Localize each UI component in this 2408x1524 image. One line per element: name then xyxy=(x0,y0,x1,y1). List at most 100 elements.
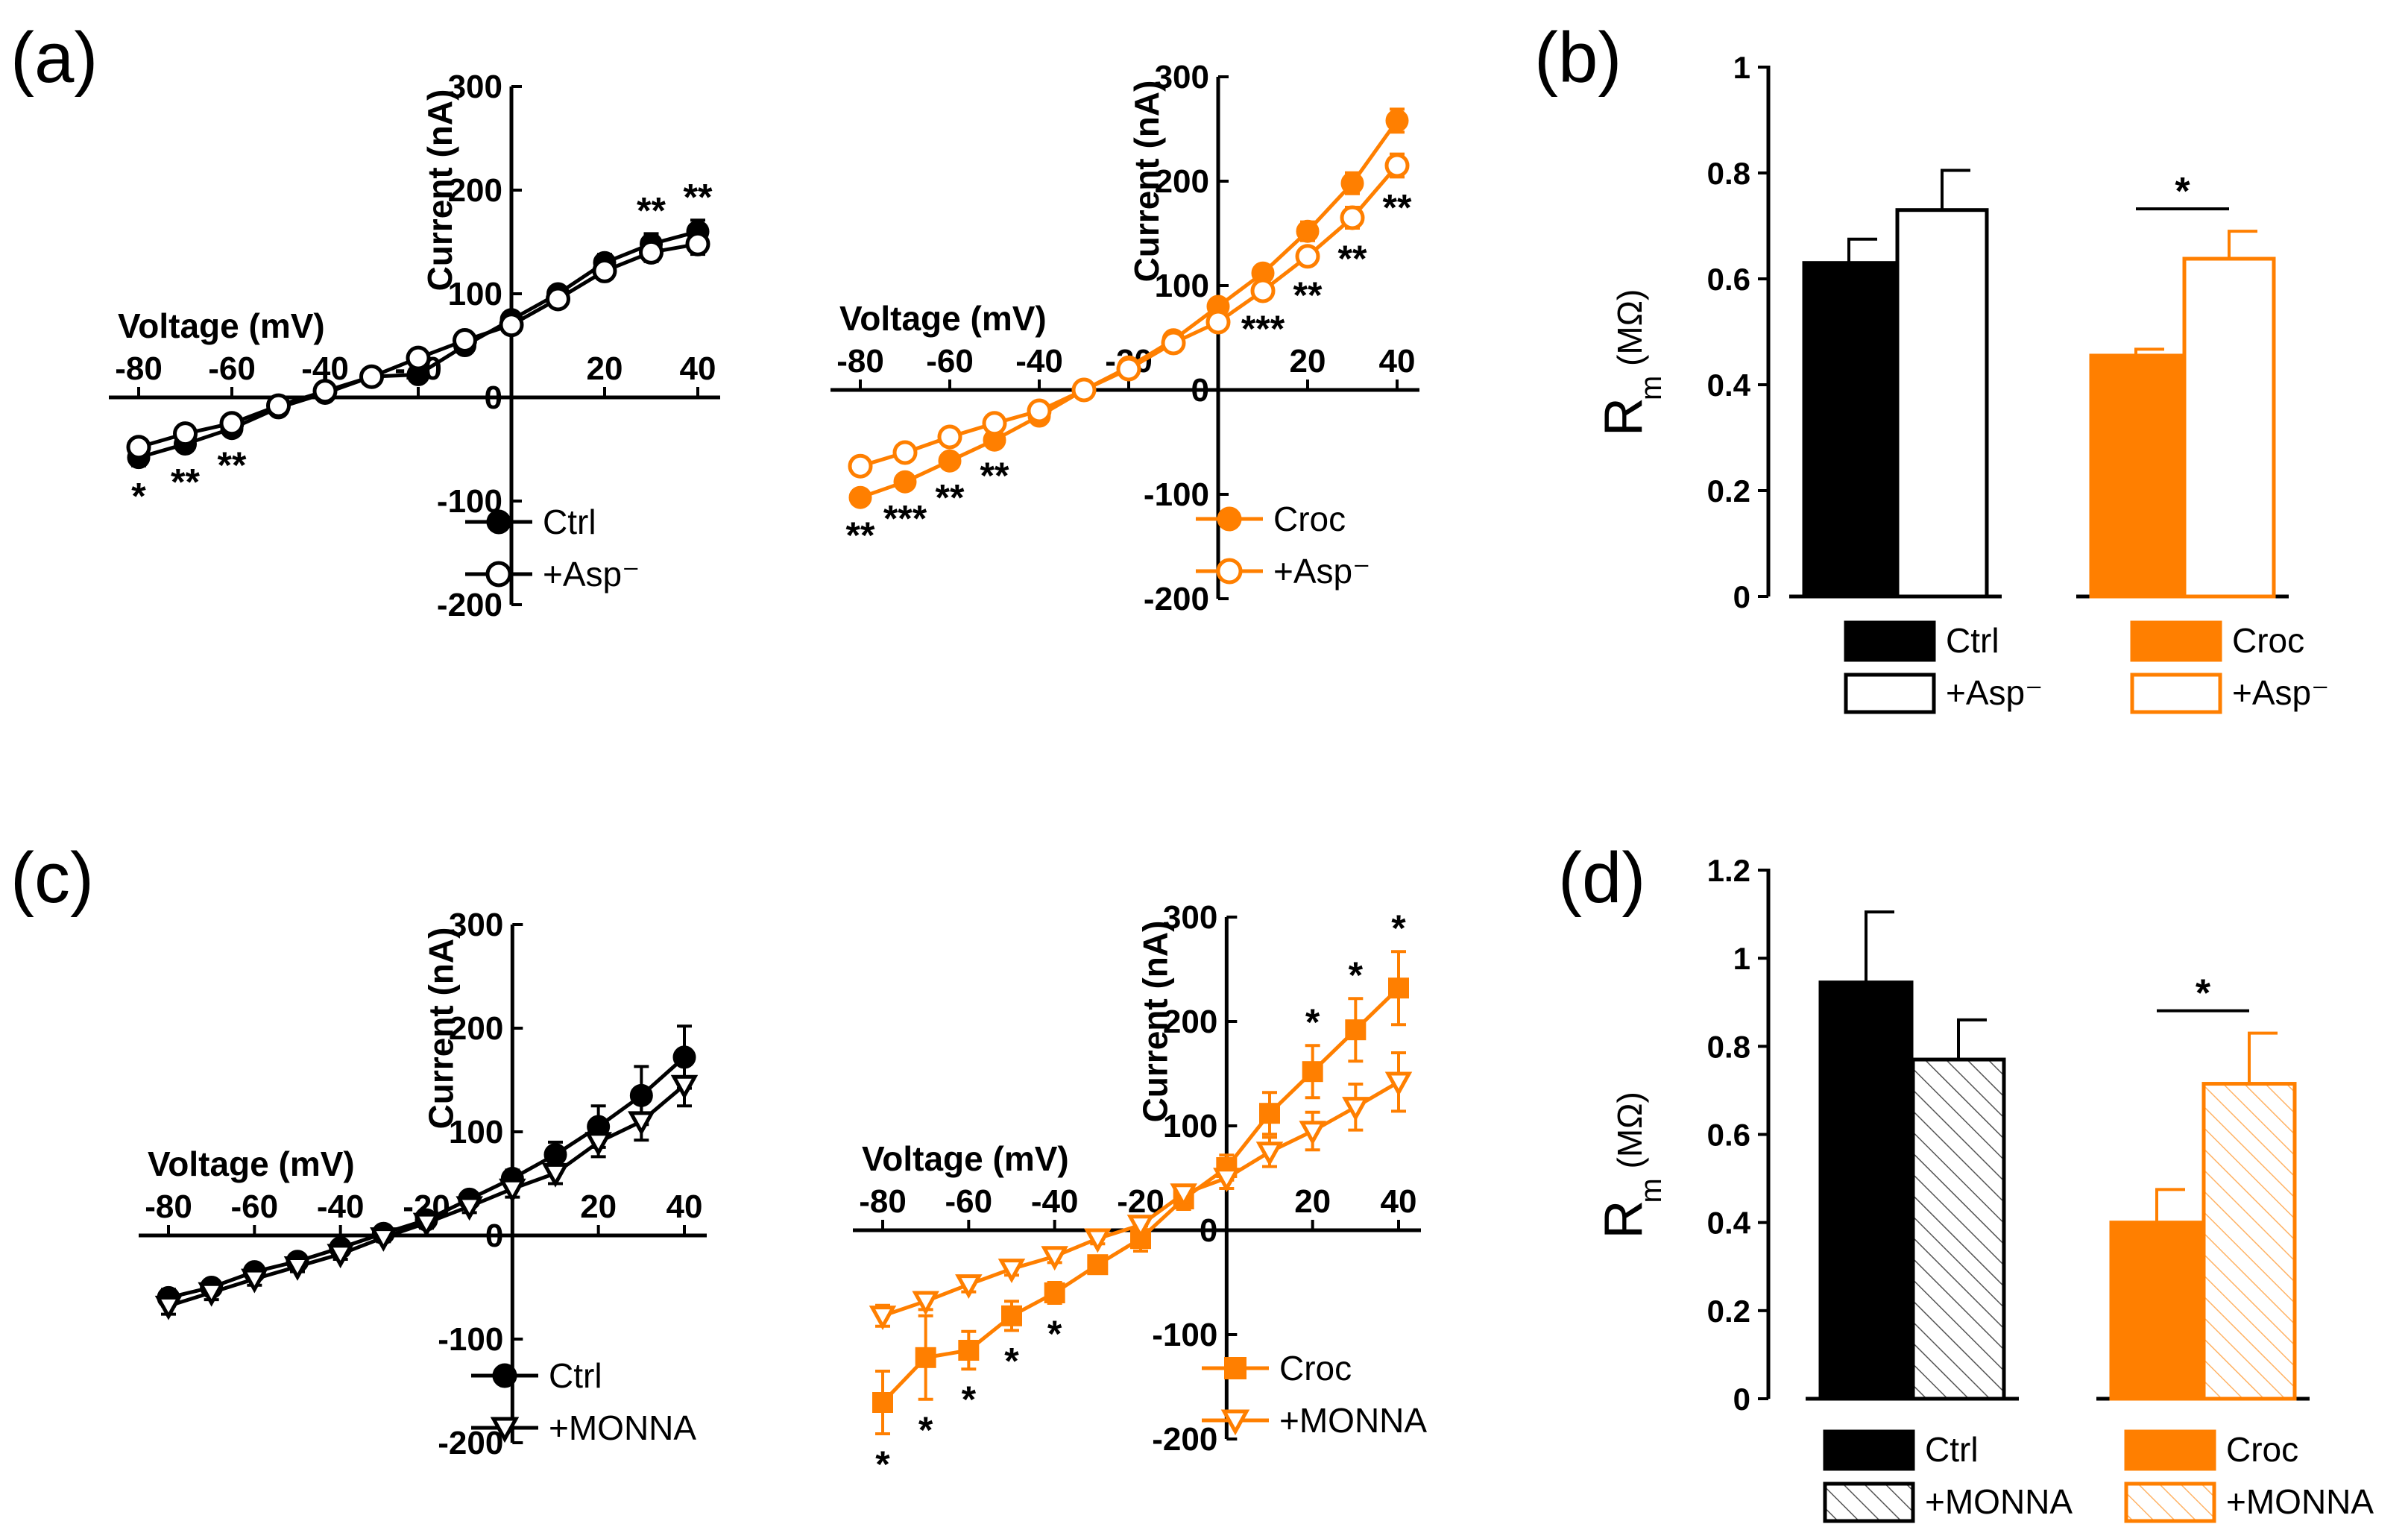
data-point xyxy=(1342,1097,1370,1121)
y-tick-label: 300 xyxy=(449,907,503,943)
data-point xyxy=(198,1282,225,1307)
y-tick-label: 100 xyxy=(1163,1108,1217,1144)
data-point xyxy=(1340,171,1364,195)
data-point xyxy=(1084,1228,1112,1253)
data-point xyxy=(1224,1357,1246,1379)
data-point xyxy=(486,509,511,535)
legend-item: Ctrl xyxy=(471,1356,602,1395)
data-point xyxy=(912,1291,939,1316)
series-monna xyxy=(154,1062,699,1320)
y-tick-label: 0.4 xyxy=(1707,368,1751,403)
y-tick-label: 0.2 xyxy=(1707,1294,1750,1329)
x-tick-label: 20 xyxy=(580,1188,617,1225)
data-point xyxy=(893,470,917,494)
legend-label: Ctrl xyxy=(1946,621,1999,660)
y-tick-label-zero: 0 xyxy=(1191,372,1209,409)
panel-label-b: (b) xyxy=(1534,18,1621,98)
y-tick-label: -200 xyxy=(438,1425,503,1461)
legend-swatch xyxy=(2124,1482,2216,1523)
data-point xyxy=(639,239,664,265)
legend-label: Croc xyxy=(1273,500,1346,538)
legend-item: Ctrl xyxy=(1823,1429,1979,1471)
x-axis-label: Voltage (mV) xyxy=(839,299,1047,338)
data-point xyxy=(1296,219,1320,243)
x-tick-label: 40 xyxy=(1381,1183,1417,1220)
significance-mark: * xyxy=(875,1443,890,1485)
y-tick-label: 100 xyxy=(449,1114,503,1150)
legend-label: Croc xyxy=(1279,1349,1352,1388)
data-point xyxy=(490,1417,520,1443)
legend-item: +Asp⁻ xyxy=(1844,673,2043,714)
x-tick-label: -40 xyxy=(317,1188,365,1225)
y-tick-label: -200 xyxy=(437,587,502,623)
y-tick-label-zero: 0 xyxy=(485,380,502,416)
legend-item: +MONNA xyxy=(1202,1401,1427,1440)
legend-label: +MONNA xyxy=(1925,1482,2073,1521)
data-point xyxy=(869,1306,897,1330)
legend-label: +Asp⁻ xyxy=(1273,552,1370,591)
panel-label-d: (d) xyxy=(1558,838,1645,918)
significance-mark: ** xyxy=(980,455,1009,497)
significance-mark: ** xyxy=(218,444,247,486)
bar xyxy=(1802,261,1896,599)
data-point xyxy=(241,1268,268,1294)
significance-mark: * xyxy=(2196,972,2211,1016)
significance-mark: * xyxy=(1004,1340,1019,1382)
y-tick-label: 200 xyxy=(1163,1004,1217,1040)
data-point xyxy=(1044,1282,1065,1303)
data-point xyxy=(670,1074,699,1100)
significance-mark: * xyxy=(1305,1001,1320,1043)
legend-label: +MONNA xyxy=(1279,1401,1427,1440)
x-tick-label: 40 xyxy=(680,350,716,387)
y-axis-label-unit: (MΩ) xyxy=(1610,1092,1649,1168)
data-point xyxy=(958,1340,980,1361)
x-tick-label: 40 xyxy=(1379,343,1416,380)
legend-item: Croc xyxy=(2124,1429,2298,1471)
data-point xyxy=(492,1363,517,1388)
x-tick-label: -60 xyxy=(926,343,974,380)
y-axis-label: Current (nA) xyxy=(1135,921,1174,1123)
y-tick-label: -100 xyxy=(1144,476,1209,513)
legend-swatch xyxy=(1844,673,1936,714)
y-axis-label-unit: (MΩ) xyxy=(1610,289,1649,366)
data-point xyxy=(1216,558,1243,585)
data-point xyxy=(1027,398,1052,423)
data-point xyxy=(1161,330,1186,356)
chart-iv-ctrl-asp: -80-60-40-202040-200-1000100200300Voltag… xyxy=(109,69,720,623)
data-point xyxy=(283,1256,312,1281)
bar xyxy=(2089,353,2183,599)
bar xyxy=(2182,256,2276,599)
y-tick-label: 300 xyxy=(1163,899,1217,936)
data-point xyxy=(327,1244,354,1269)
legend-label: Croc xyxy=(2226,1430,2298,1469)
x-tick-label: 20 xyxy=(1294,1183,1331,1220)
chart-iv-croc-monna: -80 -60 -40 -20 20 40-200-1000100200300Voltag… xyxy=(853,899,1427,1485)
x-tick-label: 20 xyxy=(1290,343,1326,380)
y-tick-label: 200 xyxy=(1155,163,1209,200)
data-point xyxy=(1295,244,1320,269)
y-axis-label: Current (nA) xyxy=(421,928,460,1130)
data-point xyxy=(312,379,338,404)
data-point xyxy=(412,1212,441,1238)
x-tick-label: -80 xyxy=(859,1183,907,1220)
data-point xyxy=(1388,977,1409,999)
x-tick-label: -80 xyxy=(145,1188,192,1225)
data-point xyxy=(1205,309,1231,335)
significance-mark: ** xyxy=(1293,274,1323,316)
data-point xyxy=(1345,1019,1367,1041)
x-axis-label: Voltage (mV) xyxy=(148,1144,355,1183)
y-tick-label: 200 xyxy=(448,172,502,209)
data-point xyxy=(456,1196,483,1221)
data-point xyxy=(126,435,151,460)
x-tick-label: 20 xyxy=(587,350,623,387)
significance-mark: ** xyxy=(1383,186,1412,228)
y-tick-label: 1 xyxy=(1733,941,1750,976)
data-point xyxy=(892,440,918,465)
x-tick-label: -60 xyxy=(945,1183,993,1220)
y-axis-label: Rm (MΩ) xyxy=(1594,289,1668,436)
series-asp xyxy=(848,152,1410,479)
legend-label: +Asp⁻ xyxy=(1946,673,2043,712)
y-tick-label: 0.6 xyxy=(1707,1118,1750,1153)
x-tick-label: -60 xyxy=(231,1188,279,1225)
